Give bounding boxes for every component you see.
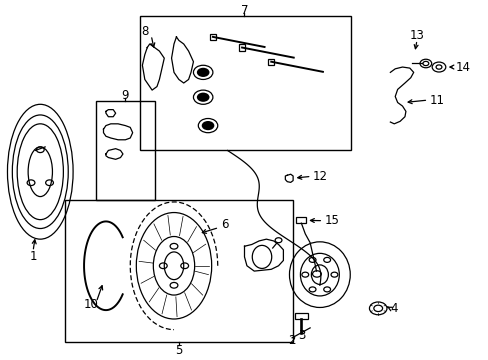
Circle shape — [197, 68, 209, 77]
Circle shape — [201, 121, 214, 130]
Text: 7: 7 — [240, 4, 248, 17]
Bar — [295, 217, 305, 223]
Circle shape — [197, 93, 209, 102]
Bar — [96, 101, 154, 200]
Bar — [294, 312, 307, 319]
Text: 10: 10 — [84, 298, 99, 311]
Text: 3: 3 — [297, 329, 305, 342]
Text: 12: 12 — [312, 170, 327, 183]
Text: 2: 2 — [288, 334, 295, 347]
Text: 8: 8 — [141, 25, 148, 38]
Bar — [140, 15, 351, 150]
Text: 4: 4 — [389, 302, 397, 315]
Text: 15: 15 — [324, 214, 339, 227]
Bar — [209, 34, 215, 40]
Text: 11: 11 — [428, 94, 444, 107]
Bar — [268, 59, 274, 65]
Bar — [64, 200, 292, 342]
Text: 14: 14 — [455, 60, 470, 73]
Text: 9: 9 — [122, 89, 129, 102]
Bar — [239, 44, 244, 51]
Text: 6: 6 — [221, 219, 228, 231]
Text: 13: 13 — [409, 28, 424, 42]
Text: 1: 1 — [29, 251, 37, 264]
Text: 5: 5 — [175, 345, 182, 357]
